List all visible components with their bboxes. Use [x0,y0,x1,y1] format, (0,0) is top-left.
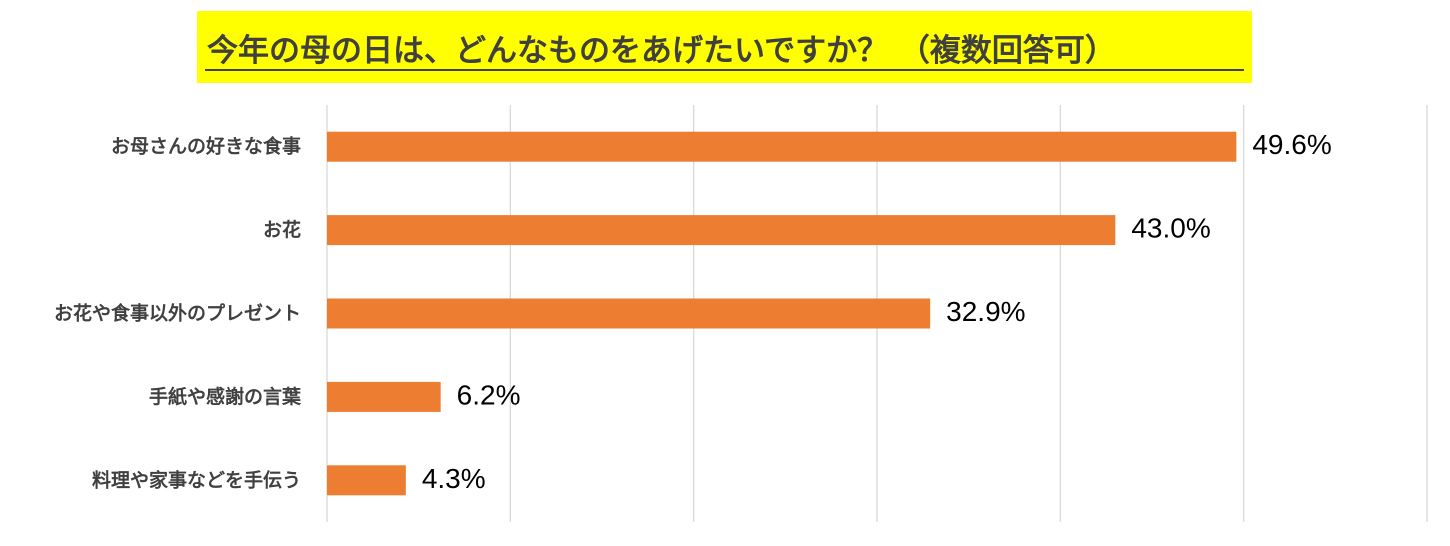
value-label: 4.3% [422,463,486,494]
chart-title-banner: 今年の母の日は、どんなものをあげたいですか？ （複数回答可） [197,11,1252,83]
title-underline [205,69,1244,71]
value-label: 43.0% [1131,213,1210,244]
value-label: 32.9% [946,296,1025,327]
chart-title: 今年の母の日は、どんなものをあげたいですか？ （複数回答可） [207,33,1116,69]
bars [327,131,1237,496]
category-label: 料理や家事などを手伝う [92,468,301,491]
category-label: お花 [263,218,301,241]
category-label: 手紙や感謝の言葉 [149,385,302,408]
category-label: お母さんの好きな食事 [111,135,301,158]
bar [327,465,406,496]
labels: お母さんの好きな食事 49.6% お花 43.0% お花や食事以外のプレゼント 32.9%… [54,129,1332,494]
bar [327,298,931,329]
category-label: お花や食事以外のプレゼント [54,302,301,325]
value-label: 49.6% [1252,129,1331,160]
bar [327,215,1116,246]
bar [327,131,1237,162]
value-label: 6.2% [457,379,521,410]
bar [327,381,441,412]
